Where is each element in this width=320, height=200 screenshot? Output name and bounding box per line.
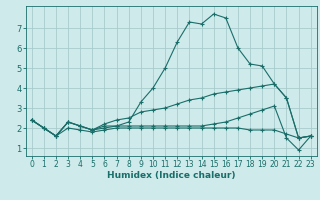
X-axis label: Humidex (Indice chaleur): Humidex (Indice chaleur) <box>107 171 236 180</box>
